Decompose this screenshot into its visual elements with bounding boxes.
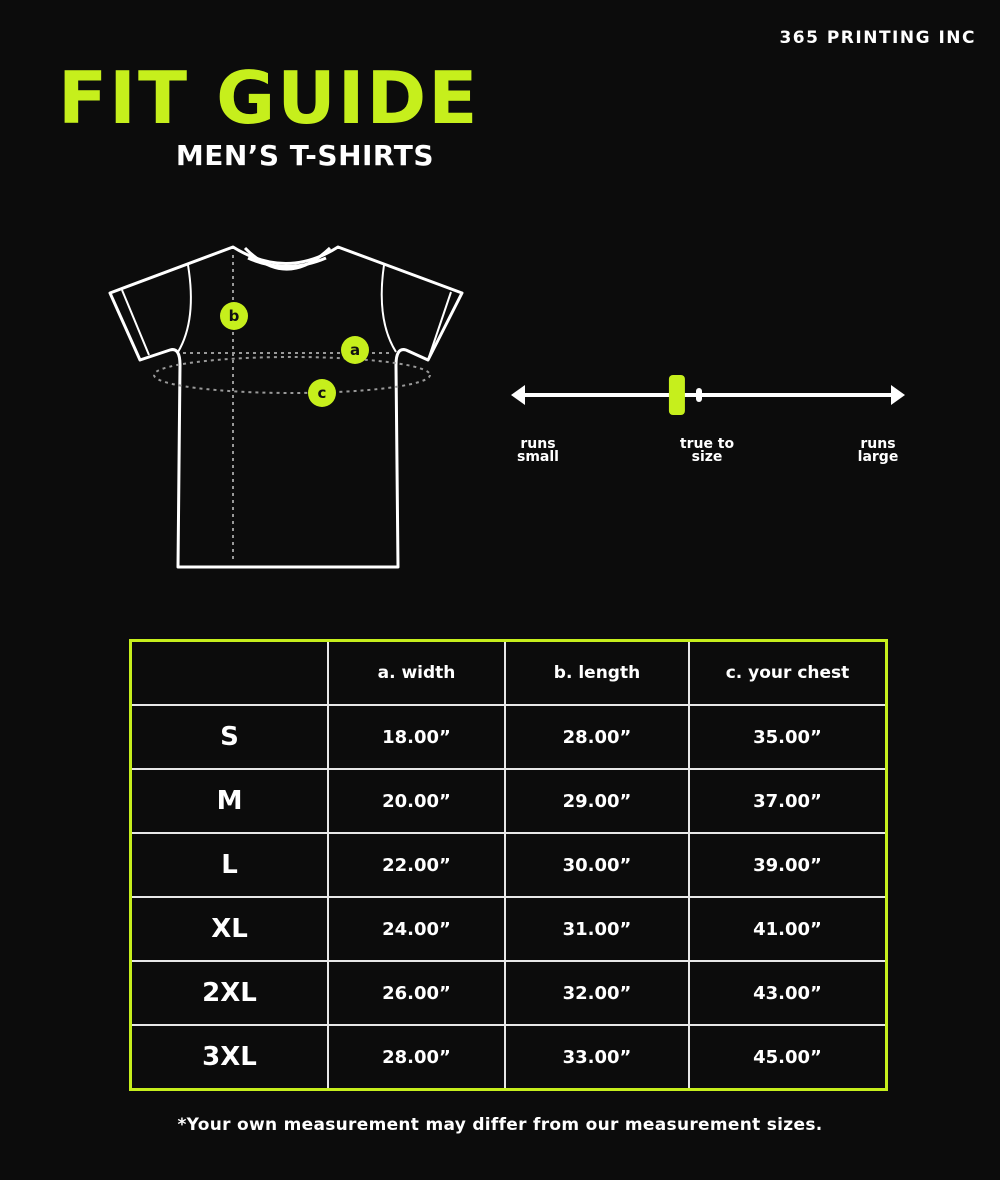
table-row: 2XL 26.00” 32.00” 43.00”	[129, 960, 888, 1026]
length-cell: 31.00”	[504, 896, 690, 962]
size-cell: S	[129, 704, 329, 770]
table-row: XL 24.00” 31.00” 41.00”	[129, 896, 888, 962]
marker-c-label: c	[318, 384, 327, 402]
width-cell: 20.00”	[327, 768, 506, 834]
marker-b	[220, 302, 248, 330]
chest-cell: 41.00”	[688, 896, 888, 962]
size-cell: XL	[129, 896, 329, 962]
label-runs-large: runs large	[857, 436, 899, 465]
chest-cell: 37.00”	[688, 768, 888, 834]
brand-name: 365 PRINTING INC	[779, 28, 976, 48]
collar	[243, 246, 332, 271]
marker-b-label: b	[229, 307, 240, 325]
size-cell: 3XL	[129, 1024, 329, 1091]
page-subtitle: MEN’S T-SHIRTS	[175, 139, 434, 172]
measurement-note: *Your own measurement may differ from ou…	[177, 1115, 823, 1135]
length-cell: 28.00”	[504, 704, 690, 770]
chest-cell: 39.00”	[688, 832, 888, 898]
table-row: 3XL 28.00” 33.00” 45.00”	[129, 1024, 888, 1091]
label-runs-small: runs small	[517, 436, 559, 465]
header-length: b. length	[504, 640, 690, 706]
width-cell: 18.00”	[327, 704, 506, 770]
length-cell: 33.00”	[504, 1024, 690, 1091]
chest-cell: 35.00”	[688, 704, 888, 770]
size-cell: L	[129, 832, 329, 898]
fit-scale	[511, 375, 905, 415]
width-cell: 22.00”	[327, 832, 506, 898]
chest-cell: 45.00”	[688, 1024, 888, 1091]
page-title: FIT GUIDE	[58, 56, 480, 140]
header-width: a. width	[327, 640, 506, 706]
size-chart-table: a. width b. length c. your chest S 18.00”…	[129, 639, 888, 1091]
table-row: S 18.00” 28.00” 35.00”	[129, 704, 888, 770]
table-header-row: a. width b. length c. your chest	[129, 640, 888, 706]
table-row: M 20.00” 29.00” 37.00”	[129, 768, 888, 834]
marker-a	[341, 336, 369, 364]
size-cell: M	[129, 768, 329, 834]
table-row: L 22.00” 30.00” 39.00”	[129, 832, 888, 898]
width-cell: 24.00”	[327, 896, 506, 962]
length-cell: 30.00”	[504, 832, 690, 898]
header-chest: c. your chest	[688, 640, 888, 706]
chest-cell: 43.00”	[688, 960, 888, 1026]
header-size	[129, 640, 329, 706]
tshirt-diagram: b a c	[108, 245, 464, 569]
length-cell: 29.00”	[504, 768, 690, 834]
label-true-to-size: true to size	[679, 436, 735, 465]
width-cell: 26.00”	[327, 960, 506, 1026]
length-cell: 32.00”	[504, 960, 690, 1026]
size-cell: 2XL	[129, 960, 329, 1026]
marker-a-label: a	[350, 341, 360, 359]
marker-c	[308, 379, 336, 407]
fit-indicator	[668, 375, 685, 415]
width-cell: 28.00”	[327, 1024, 506, 1091]
shirt-outline	[108, 245, 464, 569]
